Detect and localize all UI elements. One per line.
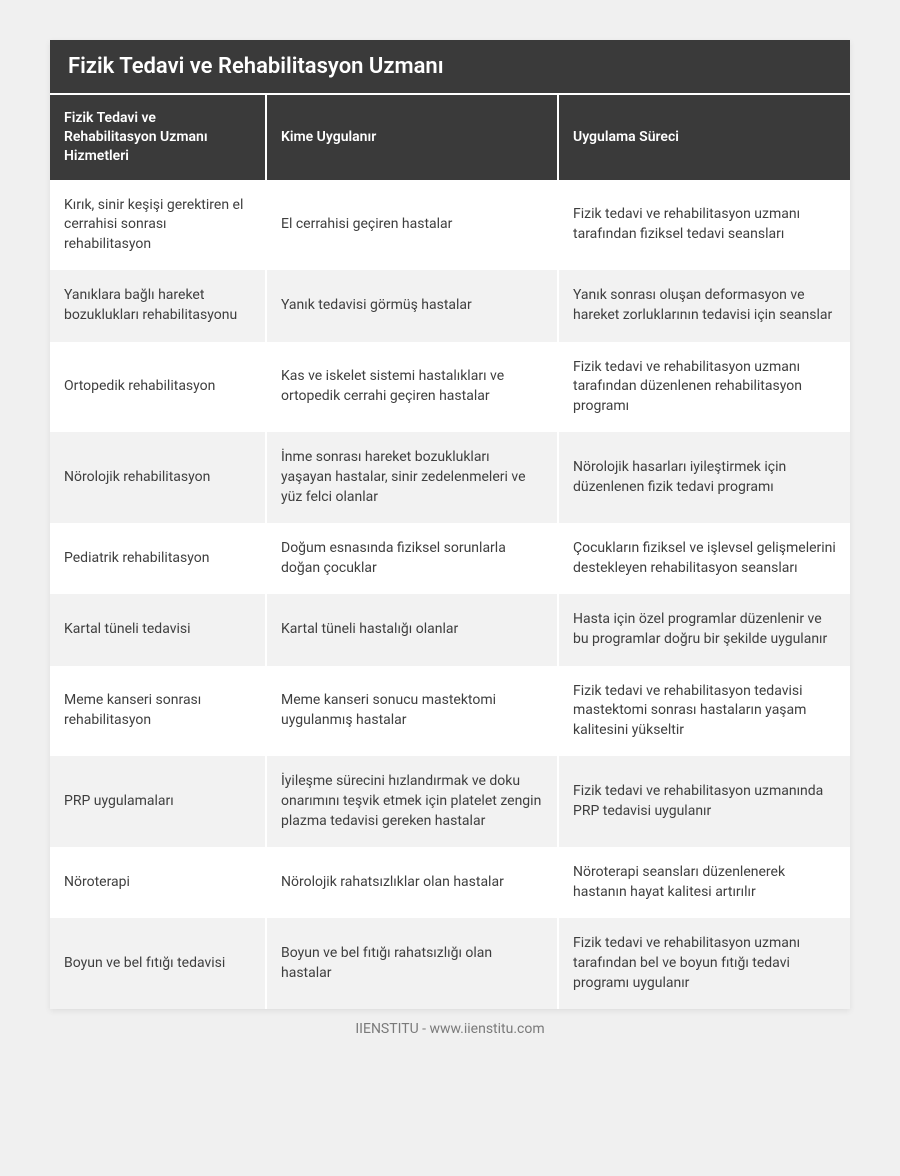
cell-service: Pediatrik rehabilitasyon xyxy=(50,523,266,594)
table-header: Fizik Tedavi ve Rehabilitasyon Uzmanı Hi… xyxy=(50,94,850,180)
cell-process: Fizik tedavi ve rehabilitasyon uzmanında… xyxy=(558,756,850,847)
cell-process: Hasta için özel programlar düzenlenir ve… xyxy=(558,594,850,665)
cell-process: Nöroterapi seansları düzenlenerek hastan… xyxy=(558,847,850,918)
table-row: Ortopedik rehabilitasyon Kas ve iskelet … xyxy=(50,342,850,433)
cell-who: İyileşme sürecini hızlandırmak ve doku o… xyxy=(266,756,558,847)
cell-who: Doğum esnasında fiziksel sorunlarla doğa… xyxy=(266,523,558,594)
cell-service: Ortopedik rehabilitasyon xyxy=(50,342,266,433)
cell-service: Meme kanseri sonrası rehabilitasyon xyxy=(50,666,266,757)
col-header-who: Kime Uygulanır xyxy=(266,94,558,180)
cell-who: Boyun ve bel fıtığı rahatsızlığı olan ha… xyxy=(266,918,558,1009)
cell-process: Çocukların fiziksel ve işlevsel gelişmel… xyxy=(558,523,850,594)
cell-who: Kas ve iskelet sistemi hastalıkları ve o… xyxy=(266,342,558,433)
table-row: Nöroterapi Nörolojik rahatsızlıklar olan… xyxy=(50,847,850,918)
cell-service: Yanıklara bağlı hareket bozuklukları reh… xyxy=(50,270,266,341)
cell-service: Kırık, sinir keşişi gerektiren el cerrah… xyxy=(50,180,266,271)
cell-process: Fizik tedavi ve rehabilitasyon uzmanı ta… xyxy=(558,918,850,1009)
page: Fizik Tedavi ve Rehabilitasyon Uzmanı Fi… xyxy=(50,40,850,1037)
cell-process: Yanık sonrası oluşan deformasyon ve hare… xyxy=(558,270,850,341)
footer-text: IIENSTITU - www.iienstitu.com xyxy=(50,1009,850,1037)
table-row: Kırık, sinir keşişi gerektiren el cerrah… xyxy=(50,180,850,271)
cell-who: El cerrahisi geçiren hastalar xyxy=(266,180,558,271)
cell-who: Meme kanseri sonucu mastektomi uygulanmı… xyxy=(266,666,558,757)
cell-process: Fizik tedavi ve rehabilitasyon tedavisi … xyxy=(558,666,850,757)
cell-who: Kartal tüneli hastalığı olanlar xyxy=(266,594,558,665)
cell-process: Fizik tedavi ve rehabilitasyon uzmanı ta… xyxy=(558,180,850,271)
cell-process: Nörolojik hasarları iyileştirmek için dü… xyxy=(558,432,850,523)
table-body: Kırık, sinir keşişi gerektiren el cerrah… xyxy=(50,180,850,1009)
col-header-service: Fizik Tedavi ve Rehabilitasyon Uzmanı Hi… xyxy=(50,94,266,180)
table-row: Meme kanseri sonrası rehabilitasyon Meme… xyxy=(50,666,850,757)
cell-service: Nörolojik rehabilitasyon xyxy=(50,432,266,523)
cell-service: Boyun ve bel fıtığı tedavisi xyxy=(50,918,266,1009)
cell-who: Nörolojik rahatsızlıklar olan hastalar xyxy=(266,847,558,918)
cell-who: İnme sonrası hareket bozuklukları yaşaya… xyxy=(266,432,558,523)
table-row: Kartal tüneli tedavisi Kartal tüneli has… xyxy=(50,594,850,665)
table-row: PRP uygulamaları İyileşme sürecini hızla… xyxy=(50,756,850,847)
cell-service: Kartal tüneli tedavisi xyxy=(50,594,266,665)
table-row: Yanıklara bağlı hareket bozuklukları reh… xyxy=(50,270,850,341)
table-row: Pediatrik rehabilitasyon Doğum esnasında… xyxy=(50,523,850,594)
page-title: Fizik Tedavi ve Rehabilitasyon Uzmanı xyxy=(50,40,850,93)
table-row: Nörolojik rehabilitasyon İnme sonrası ha… xyxy=(50,432,850,523)
cell-service: Nöroterapi xyxy=(50,847,266,918)
cell-service: PRP uygulamaları xyxy=(50,756,266,847)
cell-who: Yanık tedavisi görmüş hastalar xyxy=(266,270,558,341)
services-table: Fizik Tedavi ve Rehabilitasyon Uzmanı Hi… xyxy=(50,93,850,1009)
col-header-process: Uygulama Süreci xyxy=(558,94,850,180)
card: Fizik Tedavi ve Rehabilitasyon Uzmanı Fi… xyxy=(50,40,850,1009)
table-row: Boyun ve bel fıtığı tedavisi Boyun ve be… xyxy=(50,918,850,1009)
cell-process: Fizik tedavi ve rehabilitasyon uzmanı ta… xyxy=(558,342,850,433)
